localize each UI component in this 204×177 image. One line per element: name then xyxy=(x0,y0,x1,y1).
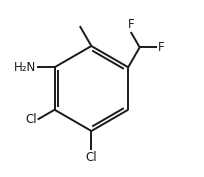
Text: F: F xyxy=(158,41,165,54)
Text: Cl: Cl xyxy=(85,151,97,164)
Text: Cl: Cl xyxy=(25,113,37,126)
Text: H₂N: H₂N xyxy=(14,61,36,74)
Text: F: F xyxy=(128,18,134,31)
